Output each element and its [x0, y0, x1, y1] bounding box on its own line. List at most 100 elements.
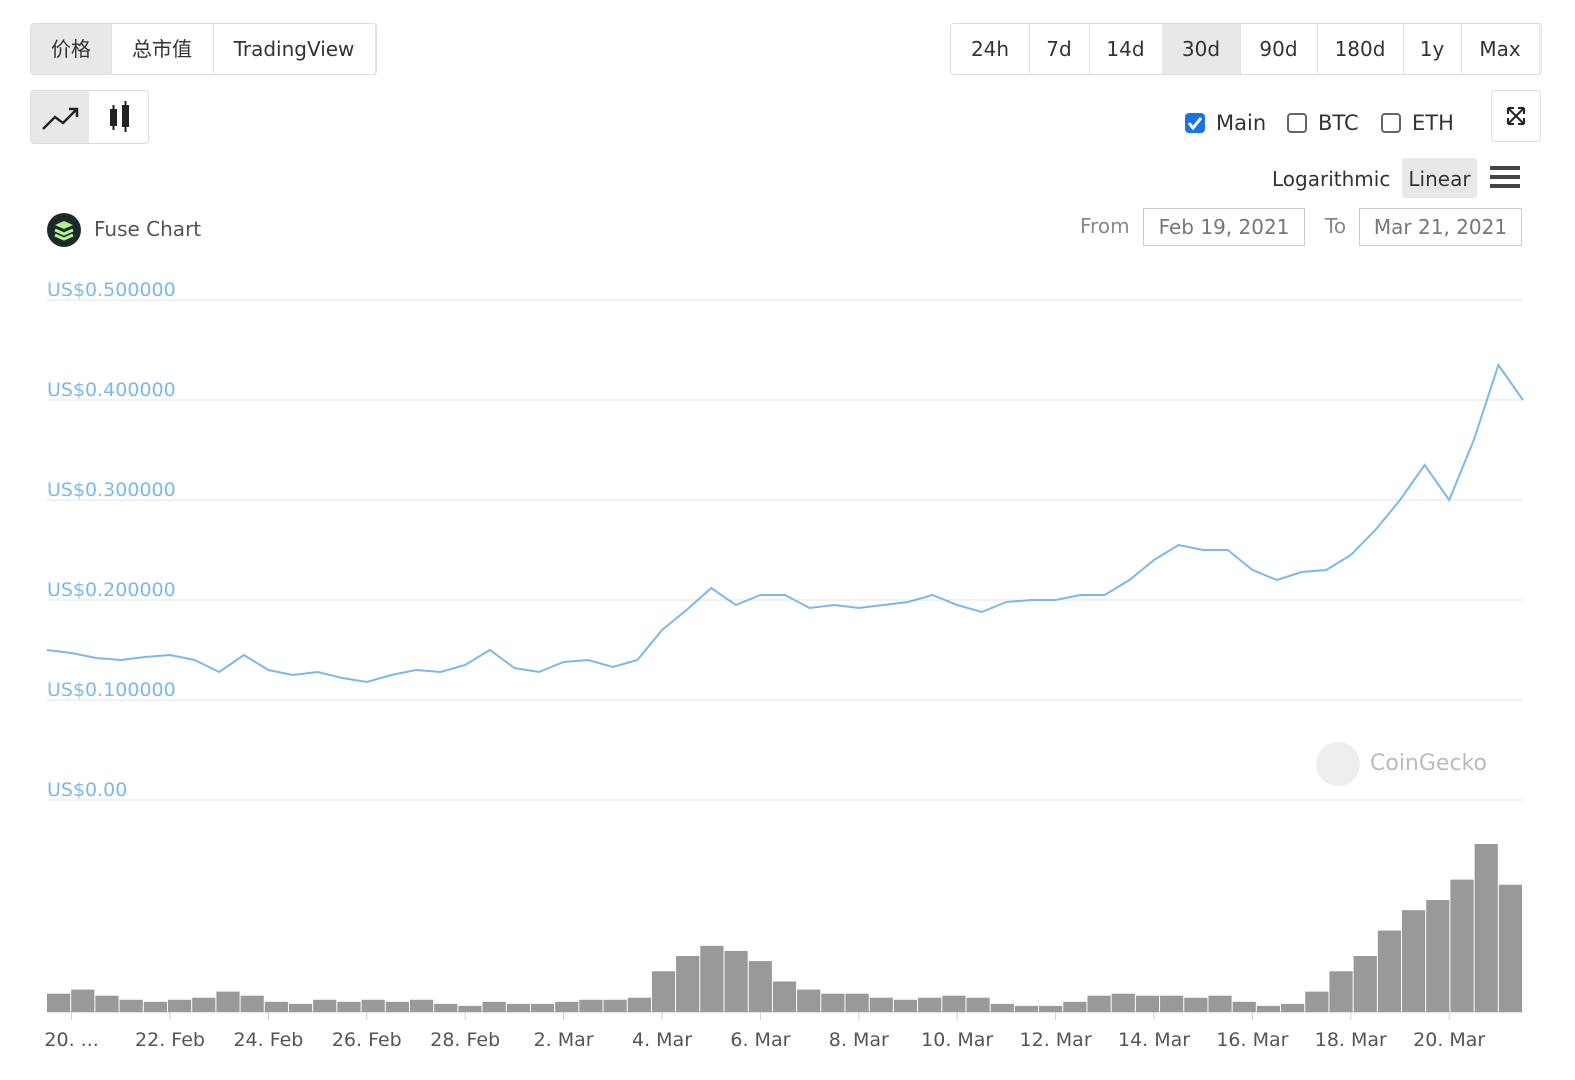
volume-bar [192, 997, 216, 1012]
volume-bar [119, 999, 143, 1012]
x-tick-label: 10. Mar [921, 1029, 993, 1051]
watermark: CoinGecko [1370, 751, 1487, 776]
volume-bar [1135, 995, 1160, 1012]
tab-button[interactable]: 总市值 [111, 24, 214, 74]
volume-bar [700, 945, 724, 1012]
volume-bar [579, 999, 603, 1012]
range-button[interactable]: Max [1461, 24, 1540, 74]
volume-bar [458, 1005, 482, 1012]
candle-style-button[interactable] [89, 91, 147, 143]
x-tick-label: 6. Mar [730, 1029, 790, 1051]
volume-bar [1281, 1003, 1305, 1012]
tab-button[interactable]: 价格 [31, 24, 112, 74]
volume-bar [1256, 1005, 1281, 1012]
checkbox[interactable] [1287, 113, 1307, 133]
volume-bar [1111, 993, 1135, 1012]
volume-bar [409, 999, 434, 1012]
volume-bar [918, 997, 942, 1012]
checkbox[interactable] [1185, 113, 1205, 133]
range-button[interactable]: 14d [1089, 24, 1163, 74]
x-tick-label: 18. Mar [1315, 1029, 1387, 1051]
range-button[interactable]: 1y [1403, 24, 1462, 74]
to-input[interactable]: Mar 21, 2021 [1359, 208, 1522, 246]
volume-bar [1474, 844, 1498, 1012]
volume-bar [724, 950, 748, 1012]
volume-bar [651, 971, 676, 1012]
volume-bar [47, 993, 71, 1012]
line-style-button[interactable] [31, 91, 89, 143]
x-tick-label: 24. Feb [233, 1029, 303, 1051]
volume-bar [1087, 995, 1111, 1012]
volume-bar [288, 1003, 313, 1012]
range-button[interactable]: 90d [1240, 24, 1318, 74]
range-button[interactable]: 7d [1029, 24, 1090, 74]
x-tick-label: 22. Feb [135, 1029, 205, 1051]
volume-bar [1426, 900, 1450, 1012]
volume-bar [603, 999, 627, 1012]
volume-bar [942, 995, 966, 1012]
y-tick-label: US$0.400000 [47, 379, 176, 401]
checkbox-label[interactable]: ETH [1412, 111, 1454, 135]
x-tick-label: 20. Mar [1413, 1029, 1485, 1051]
watermark-logo [1316, 742, 1360, 786]
volume-bar [966, 997, 990, 1012]
volume-bar [240, 995, 264, 1012]
volume-bar [869, 997, 893, 1012]
checkbox-label[interactable]: BTC [1318, 111, 1359, 135]
range-button[interactable]: 24h [951, 24, 1030, 74]
price-line [46, 362, 1524, 684]
volume-bar [1329, 971, 1353, 1012]
x-tick-label: 4. Mar [632, 1029, 692, 1051]
volume-bar [1063, 1001, 1087, 1012]
fullscreen-button[interactable] [1491, 90, 1541, 142]
volume-bar [1377, 930, 1402, 1012]
x-tick-label: 26. Feb [332, 1029, 402, 1051]
volume-bar [748, 961, 772, 1012]
volume-bar [71, 989, 95, 1012]
to-label: To [1325, 214, 1347, 238]
chart-style-group [30, 90, 149, 144]
volume-bar [990, 1003, 1014, 1012]
volume-bar [797, 989, 821, 1012]
range-group: 24h 7d 14d 30d 90d 180d 1y Max [950, 23, 1542, 75]
range-button[interactable]: 180d [1317, 24, 1404, 74]
menu-button[interactable] [1490, 166, 1520, 188]
volume-bar [772, 981, 797, 1012]
volume-bar [337, 1001, 361, 1012]
tab-button[interactable]: TradingView [213, 24, 376, 74]
volume-bar [361, 999, 385, 1012]
volume-bar [676, 956, 700, 1012]
volume-bar [1160, 995, 1184, 1012]
volume-bar [627, 997, 651, 1012]
volume-bar [893, 999, 918, 1012]
volume-bar [1039, 1005, 1063, 1012]
volume-bar [313, 999, 337, 1012]
chart-title: Fuse Chart [94, 217, 202, 241]
volume-bar [167, 999, 192, 1012]
volume-bar [1014, 1005, 1039, 1012]
x-tick-label: 8. Mar [829, 1029, 889, 1051]
x-tick-label: 12. Mar [1020, 1029, 1092, 1051]
volume-bar [1450, 879, 1474, 1012]
from-label: From [1080, 214, 1130, 238]
checkbox[interactable] [1381, 113, 1401, 133]
y-tick-label: US$0.300000 [47, 479, 176, 501]
y-tick-label: US$0.200000 [47, 579, 176, 601]
scale-button[interactable]: Logarithmic [1272, 167, 1391, 191]
volume-bar [264, 1001, 288, 1012]
scale-button[interactable]: Linear [1402, 158, 1477, 198]
range-button[interactable]: 30d [1162, 24, 1241, 74]
volume-bar [1184, 997, 1208, 1012]
x-tick-label: 20. ... [44, 1029, 98, 1051]
volume-bar [385, 1001, 409, 1012]
tab-group: 价格 总市值 TradingView [30, 23, 377, 75]
y-tick-label: US$0.500000 [47, 279, 176, 301]
volume-bar [1305, 991, 1329, 1012]
volume-bar [434, 1003, 458, 1012]
checkbox-label[interactable]: Main [1216, 111, 1267, 135]
from-input[interactable]: Feb 19, 2021 [1143, 208, 1305, 246]
volume-bar [530, 1003, 555, 1012]
y-tick-label: US$0.100000 [47, 679, 176, 701]
x-tick-label: 28. Feb [430, 1029, 500, 1051]
